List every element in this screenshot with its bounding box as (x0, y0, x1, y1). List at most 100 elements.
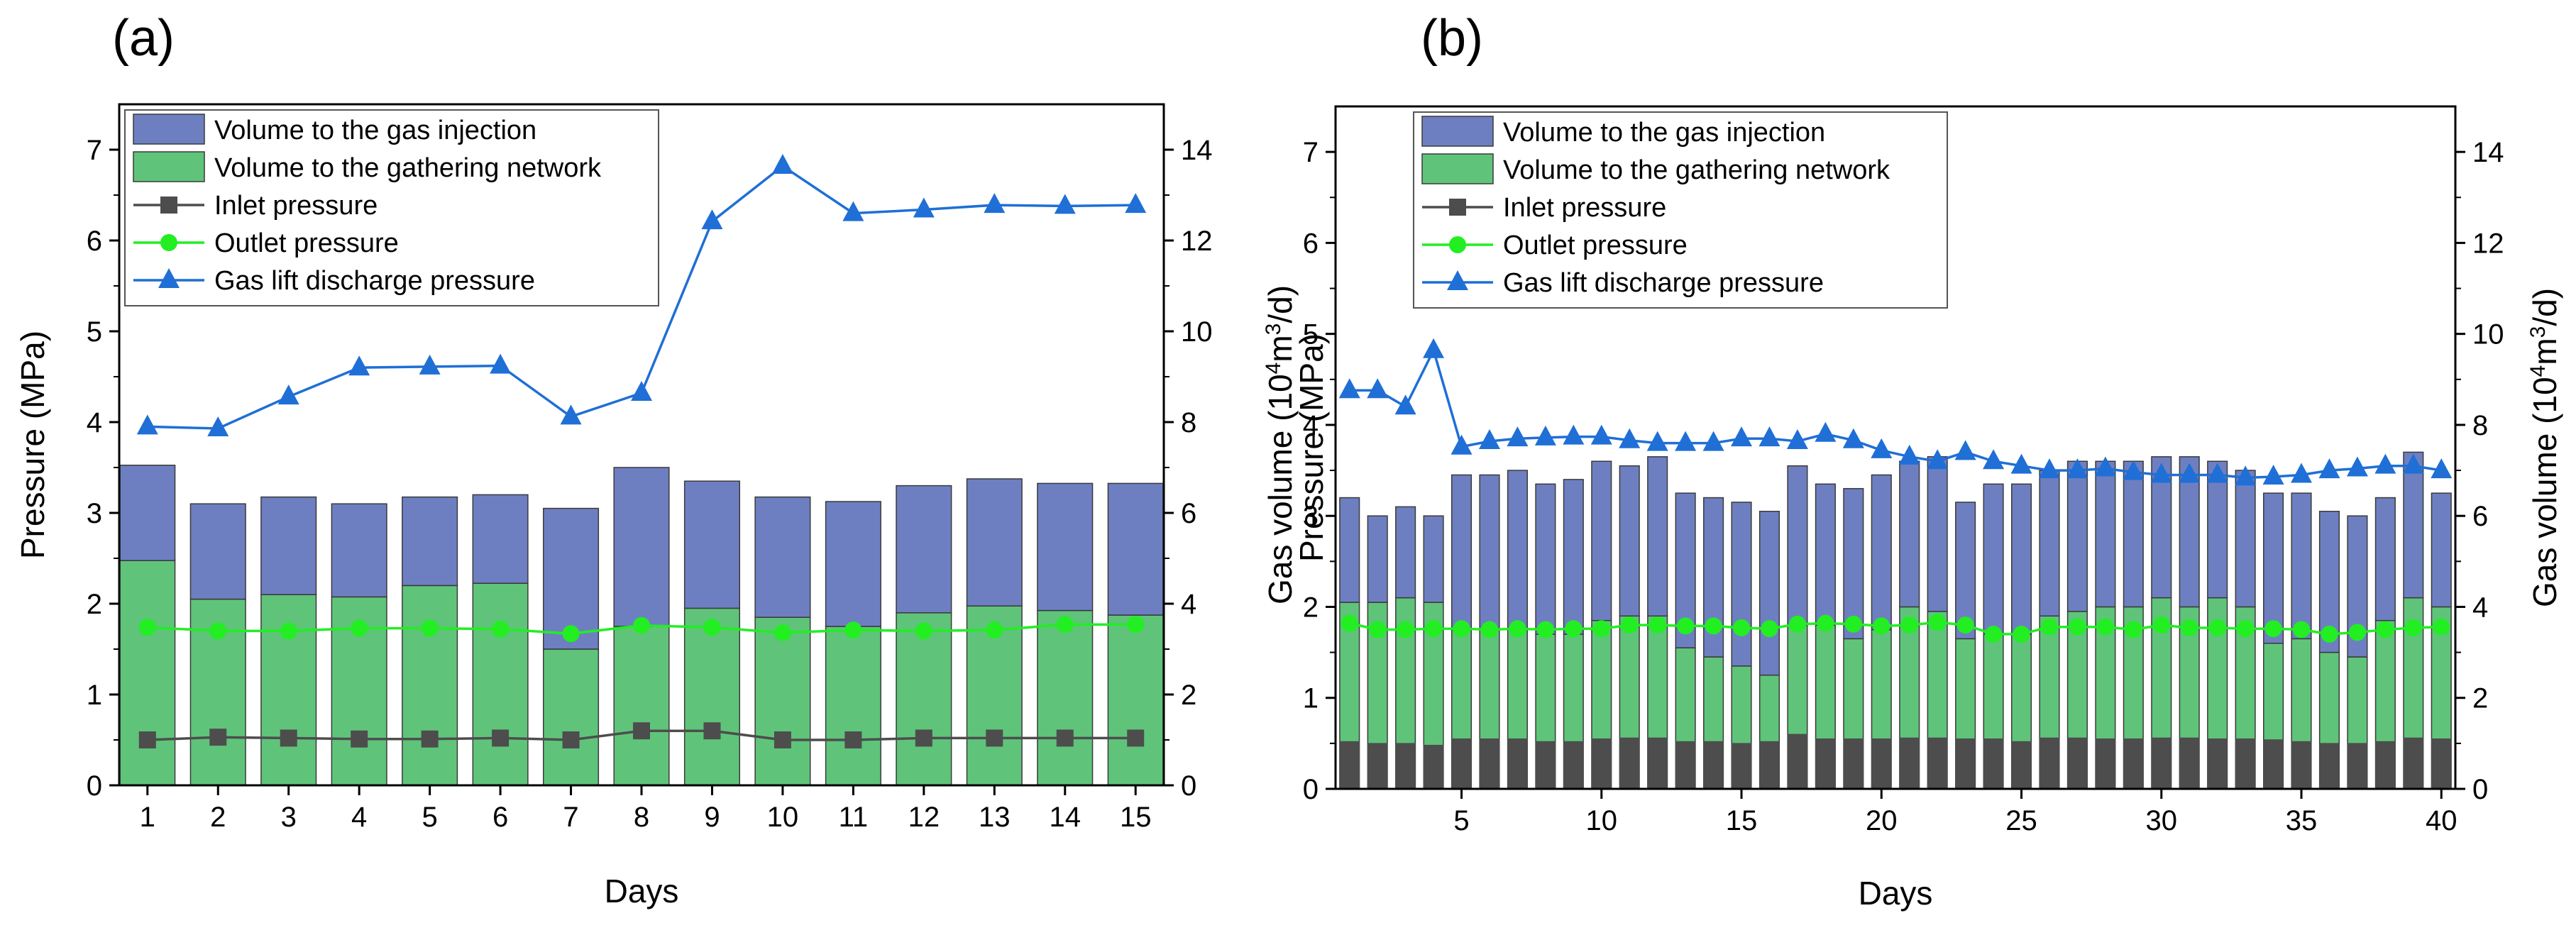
bar-inlet-pressure (1815, 738, 1836, 790)
x-tick-label: 4 (351, 802, 367, 833)
marker-gas-lift-discharge-pressure (913, 197, 935, 218)
y-right-axis-title-part: /d) (1262, 285, 1299, 323)
marker-inlet-pressure (280, 729, 297, 747)
bar-gas-injection (1647, 456, 1668, 617)
bar-gas-injection (2207, 460, 2228, 599)
marker-outlet-pressure (844, 621, 862, 639)
legend: Volume to the gas injection Volume to the… (124, 109, 659, 306)
marker-gas-lift-discharge-pressure (842, 201, 864, 221)
bar-inlet-pressure (2095, 738, 2116, 790)
marker-inlet-pressure (633, 722, 650, 740)
y-right-tick-label: 10 (1181, 316, 1213, 348)
x-tick-label: 8 (634, 802, 649, 833)
y-right-axis-title-part: 4 (1262, 363, 1285, 375)
bar-inlet-pressure (1619, 737, 1640, 790)
marker-gas-lift-discharge-pressure (2010, 453, 2032, 474)
marker-outlet-pressure (1761, 620, 1778, 638)
y-right-axis-title-part: Gas volume (10 (2526, 377, 2563, 607)
marker-outlet-pressure (1929, 614, 1947, 631)
bar-gas-injection (1395, 506, 1416, 599)
marker-outlet-pressure (2181, 619, 2198, 636)
marker-outlet-pressure (2152, 616, 2170, 634)
bar-inlet-pressure (1479, 738, 1500, 790)
marker-gas-lift-discharge-pressure (2066, 458, 2088, 479)
bar-gas-injection (754, 496, 811, 618)
legend-marker-triangle (1447, 270, 1468, 290)
marker-gas-lift-discharge-pressure (701, 209, 723, 230)
x-tick-label: 3 (281, 802, 297, 833)
x-tick-label: 1 (140, 802, 155, 833)
marker-gas-lift-discharge-pressure (1423, 338, 1445, 358)
legend-label: Volume to the gathering network (1503, 155, 1890, 185)
marker-outlet-pressure (1056, 616, 1074, 634)
bar-gas-injection (2066, 460, 2088, 612)
legend-swatch-injection (133, 114, 205, 145)
bar-gas-injection (1619, 465, 1640, 617)
bar-gas-injection (1787, 465, 1808, 626)
marker-gas-lift-discharge-pressure (1898, 444, 1920, 465)
bar-inlet-pressure (2291, 741, 2312, 790)
marker-gas-lift-discharge-pressure (2206, 463, 2228, 483)
y-right-tick-label: 12 (1181, 226, 1213, 257)
bar-gas-injection (2123, 460, 2144, 608)
series-line-outlet-pressure (1349, 621, 2442, 636)
bar-gas-injection (1731, 502, 1752, 667)
y-left-tick-label: 2 (87, 589, 102, 620)
legend-swatch-gathering (1421, 153, 1494, 184)
bar-gathering-network (754, 616, 811, 786)
marker-gas-lift-discharge-pressure (1786, 429, 1808, 450)
marker-outlet-pressure (2377, 621, 2394, 638)
bar-gathering-network (543, 648, 600, 786)
x-tick-label: 6 (492, 802, 508, 833)
bar-inlet-pressure (1983, 738, 2004, 790)
bar-gas-injection (1871, 474, 1892, 631)
legend-marker-square (160, 197, 177, 214)
bar-gas-injection (1367, 515, 1388, 603)
x-tick-label: 25 (2005, 805, 2037, 836)
bar-inlet-pressure (1871, 738, 1892, 790)
marker-outlet-pressure (562, 625, 580, 643)
y-right-axis-title-part: /d) (2526, 288, 2563, 326)
y-left-axis-title: Pressure (MPa) (1293, 333, 1330, 562)
legend-label: Inlet pressure (214, 191, 378, 221)
marker-gas-lift-discharge-pressure (136, 414, 158, 435)
marker-gas-lift-discharge-pressure (1842, 428, 1864, 448)
marker-gas-lift-discharge-pressure (1507, 426, 1529, 447)
bar-gas-injection (1758, 511, 1780, 676)
x-tick-label: 7 (563, 802, 578, 833)
marker-gas-lift-discharge-pressure (1394, 394, 1416, 415)
marker-outlet-pressure (2069, 618, 2086, 636)
y-right-tick-label: 2 (1181, 680, 1196, 711)
bar-inlet-pressure (1451, 738, 1472, 790)
bar-inlet-pressure (1367, 743, 1388, 790)
marker-gas-lift-discharge-pressure (1646, 431, 1668, 451)
marker-inlet-pressure (844, 731, 862, 748)
bar-inlet-pressure (2207, 738, 2228, 790)
bar-gas-injection (1815, 483, 1836, 626)
x-tick-label: 13 (979, 802, 1011, 833)
marker-outlet-pressure (138, 619, 156, 636)
panel-label: (b) (1421, 10, 1483, 67)
bar-gas-injection (1339, 497, 1360, 603)
y-left-tick-label: 1 (1303, 683, 1319, 714)
bar-gas-injection (119, 465, 176, 561)
marker-inlet-pressure (986, 729, 1003, 747)
y-left-tick-label: 1 (87, 680, 102, 711)
marker-outlet-pressure (703, 619, 721, 636)
bar-inlet-pressure (1423, 744, 1444, 790)
bar-gas-injection (2431, 492, 2452, 608)
bar-gas-injection (966, 478, 1023, 607)
bar-inlet-pressure (2431, 738, 2452, 790)
marker-outlet-pressure (915, 622, 932, 640)
marker-outlet-pressure (2433, 618, 2450, 636)
marker-gas-lift-discharge-pressure (631, 381, 652, 402)
marker-inlet-pressure (209, 729, 227, 746)
y-right-axis-title: Gas volume (104m3/d) (2526, 288, 2564, 607)
marker-outlet-pressure (1733, 619, 1751, 636)
marker-gas-lift-discharge-pressure (1675, 431, 1697, 451)
bar-gas-injection (2010, 483, 2032, 635)
bar-gas-injection (1955, 502, 1976, 640)
marker-gas-lift-discharge-pressure (2318, 458, 2340, 479)
x-tick-label: 10 (1586, 805, 1618, 836)
